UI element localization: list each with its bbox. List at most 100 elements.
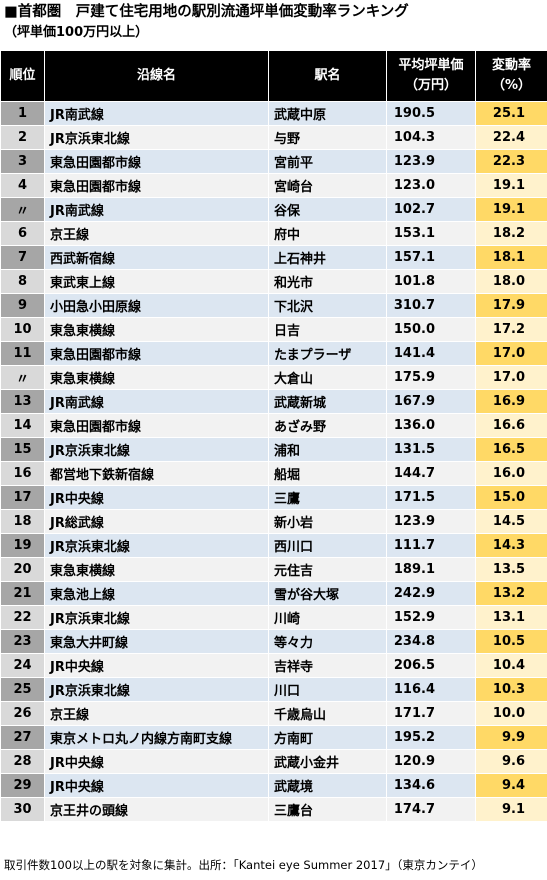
cell-rank: 15	[0, 437, 45, 462]
table-header-row: 順位 沿線名 駅名 平均坪単価 （万円） 変動率 （%）	[0, 50, 547, 102]
cell-rank: 19	[0, 533, 45, 558]
cell-line: JR中央線	[44, 749, 269, 774]
cell-station: 武蔵新城	[268, 389, 387, 414]
cell-price: 171.7	[386, 701, 476, 726]
cell-station: 雪が谷大塚	[268, 581, 387, 606]
cell-rank: 7	[0, 245, 45, 270]
cell-rate: 9.1	[475, 797, 547, 822]
table-row: 23 東急大井町線 等々力 234.8 10.5	[0, 629, 547, 654]
cell-station: 谷保	[268, 197, 387, 222]
cell-rate: 16.5	[475, 437, 547, 462]
cell-rate: 10.3	[475, 677, 547, 702]
cell-rank: 1	[0, 101, 45, 126]
cell-rate: 18.2	[475, 221, 547, 246]
cell-rank: 3	[0, 149, 45, 174]
cell-rank: 8	[0, 269, 45, 294]
cell-station: 川口	[268, 677, 387, 702]
cell-rate: 18.0	[475, 269, 547, 294]
cell-price: 175.9	[386, 365, 476, 390]
cell-station: 武蔵境	[268, 773, 387, 798]
cell-line: JR京浜東北線	[44, 605, 269, 630]
table-row: 〃 JR南武線 谷保 102.7 19.1	[0, 197, 547, 222]
cell-price: 189.1	[386, 557, 476, 582]
cell-station: 西川口	[268, 533, 387, 558]
cell-rate: 13.2	[475, 581, 547, 606]
cell-station: 元住吉	[268, 557, 387, 582]
cell-price: 150.0	[386, 317, 476, 342]
cell-line: 小田急小田原線	[44, 293, 269, 318]
cell-rank: 27	[0, 725, 45, 750]
table-row: 24 JR中央線 吉祥寺 206.5 10.4	[0, 653, 547, 678]
cell-station: 宮前平	[268, 149, 387, 174]
cell-station: 府中	[268, 221, 387, 246]
cell-rank: 〃	[0, 365, 45, 390]
cell-rate: 17.0	[475, 341, 547, 366]
cell-line: JR京浜東北線	[44, 533, 269, 558]
cell-rank: 16	[0, 461, 45, 486]
cell-station: 三鷹	[268, 485, 387, 510]
cell-rank: 28	[0, 749, 45, 774]
cell-rank: 2	[0, 125, 45, 150]
cell-line: 東急田園都市線	[44, 173, 269, 198]
table-row: 16 都営地下鉄新宿線 船堀 144.7 16.0	[0, 461, 547, 486]
cell-price: 190.5	[386, 101, 476, 126]
table-row: 4 東急田園都市線 宮崎台 123.0 19.1	[0, 173, 547, 198]
cell-line: JR南武線	[44, 101, 269, 126]
cell-rate: 9.9	[475, 725, 547, 750]
cell-line: JR京浜東北線	[44, 125, 269, 150]
cell-rate: 22.4	[475, 125, 547, 150]
table-row: 〃東急東横線 大倉山 175.9 17.0	[0, 365, 547, 390]
cell-rate: 17.9	[475, 293, 547, 318]
cell-rank: 14	[0, 413, 45, 438]
cell-price: 111.7	[386, 533, 476, 558]
cell-price: 116.4	[386, 677, 476, 702]
cell-rank: 〃	[0, 197, 45, 222]
table-row: 19 JR京浜東北線 西川口 111.7 14.3	[0, 533, 547, 558]
cell-line: 東急田園都市線	[44, 341, 269, 366]
cell-rate: 19.1	[475, 173, 547, 198]
cell-price: 310.7	[386, 293, 476, 318]
cell-line: JR京浜東北線	[44, 437, 269, 462]
cell-station: 方南町	[268, 725, 387, 750]
cell-line: JR南武線	[44, 389, 269, 414]
cell-rate: 17.2	[475, 317, 547, 342]
table-row: 10 東急東横線 日吉 150.0 17.2	[0, 317, 547, 342]
cell-station: 宮崎台	[268, 173, 387, 198]
table-row: 20 東急東横線 元住吉 189.1 13.5	[0, 557, 547, 582]
cell-station: 日吉	[268, 317, 387, 342]
cell-price: 206.5	[386, 653, 476, 678]
cell-station: 大倉山	[268, 365, 387, 390]
cell-rate: 25.1	[475, 101, 547, 126]
cell-station: 浦和	[268, 437, 387, 462]
cell-line: 東武東上線	[44, 269, 269, 294]
header-station: 駅名	[268, 50, 387, 102]
cell-line: 西武新宿線	[44, 245, 269, 270]
source-note: 取引件数100以上の駅を対象に集計。出所：「Kantei eye Summer …	[4, 858, 483, 872]
cell-station: 和光市	[268, 269, 387, 294]
cell-rank: 4	[0, 173, 45, 198]
table-row: 22 JR京浜東北線 川崎 152.9 13.1	[0, 605, 547, 630]
cell-rate: 14.3	[475, 533, 547, 558]
cell-rate: 13.5	[475, 557, 547, 582]
cell-rank: 25	[0, 677, 45, 702]
cell-price: 171.5	[386, 485, 476, 510]
cell-station: 新小岩	[268, 509, 387, 534]
cell-price: 123.9	[386, 509, 476, 534]
header-line: 沿線名	[44, 50, 269, 102]
cell-rate: 10.4	[475, 653, 547, 678]
cell-rate: 9.4	[475, 773, 547, 798]
cell-rate: 17.0	[475, 365, 547, 390]
cell-station: 武蔵中原	[268, 101, 387, 126]
table-row: 28 JR中央線 武蔵小金井 120.9 9.6	[0, 749, 547, 774]
cell-line: 東急大井町線	[44, 629, 269, 654]
table-row: 7 西武新宿線 上石神井 157.1 18.1	[0, 245, 547, 270]
table-row: 14 東急田園都市線 あざみ野 136.0 16.6	[0, 413, 547, 438]
cell-rank: 18	[0, 509, 45, 534]
cell-line: 東急東横線	[44, 317, 269, 342]
page-title: ■首都圏 戸建て住宅用地の駅別流通坪単価変動率ランキング	[4, 4, 409, 20]
cell-rank: 24	[0, 653, 45, 678]
cell-rank: 26	[0, 701, 45, 726]
table-row: 8 東武東上線 和光市 101.8 18.0	[0, 269, 547, 294]
cell-rate: 22.3	[475, 149, 547, 174]
cell-line: 東急東横線	[44, 365, 269, 390]
